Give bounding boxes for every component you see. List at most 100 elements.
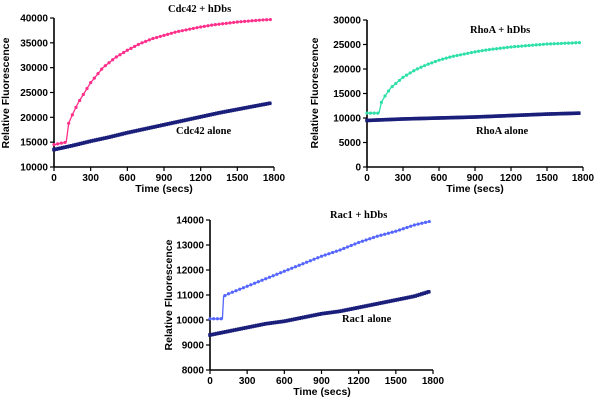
data-point bbox=[151, 125, 155, 129]
data-point bbox=[61, 145, 65, 150]
data-point bbox=[252, 104, 256, 108]
data-point bbox=[70, 113, 74, 117]
x-axis-title: Time (secs) bbox=[446, 183, 504, 195]
y-tick-label: 10000 bbox=[333, 114, 361, 125]
data-point bbox=[164, 122, 168, 127]
data-point bbox=[210, 112, 215, 117]
data-point bbox=[397, 78, 401, 83]
data-point bbox=[447, 115, 451, 120]
x-tick-label: 1800 bbox=[572, 173, 595, 184]
data-point bbox=[261, 18, 265, 22]
data-point bbox=[92, 76, 96, 80]
data-point bbox=[420, 292, 424, 296]
x-tick-label: 1200 bbox=[190, 173, 213, 184]
y-tick-label: 15000 bbox=[20, 138, 48, 149]
data-point bbox=[487, 47, 491, 52]
data-point bbox=[210, 332, 215, 337]
x-tick-label: 300 bbox=[395, 173, 412, 184]
data-point bbox=[195, 26, 199, 30]
data-point bbox=[94, 138, 98, 142]
data-point bbox=[412, 223, 417, 227]
data-point bbox=[67, 121, 71, 125]
data-point bbox=[378, 118, 382, 122]
data-point bbox=[335, 309, 339, 314]
data-point bbox=[230, 290, 234, 294]
data-point bbox=[520, 113, 525, 117]
data-point bbox=[453, 115, 458, 120]
data-point bbox=[226, 109, 230, 113]
data-point bbox=[180, 29, 184, 33]
data-point bbox=[238, 287, 242, 291]
data-point bbox=[412, 69, 416, 73]
x-tick-label: 0 bbox=[364, 173, 370, 184]
data-point bbox=[408, 295, 413, 299]
data-point bbox=[369, 111, 373, 115]
data-point bbox=[184, 118, 188, 122]
data-point bbox=[175, 120, 179, 124]
data-point bbox=[570, 111, 574, 116]
data-point bbox=[74, 105, 78, 109]
series-line-rhoa-hdbs bbox=[367, 41, 581, 114]
x-tick-label: 1500 bbox=[385, 376, 408, 387]
data-point bbox=[509, 113, 514, 118]
data-point bbox=[272, 320, 277, 325]
data-point bbox=[561, 111, 566, 116]
data-point bbox=[96, 72, 100, 76]
data-point bbox=[146, 126, 151, 130]
data-point bbox=[397, 297, 402, 302]
data-point bbox=[254, 18, 258, 23]
data-point bbox=[125, 48, 129, 52]
data-point bbox=[295, 316, 299, 321]
data-point bbox=[107, 61, 111, 65]
data-point bbox=[416, 222, 420, 226]
data-point bbox=[184, 28, 188, 32]
data-point bbox=[249, 283, 253, 287]
data-point bbox=[243, 106, 248, 110]
data-point bbox=[120, 132, 124, 136]
data-point bbox=[253, 281, 257, 285]
data-point bbox=[408, 71, 412, 75]
data-point bbox=[567, 41, 571, 45]
x-tick-label: 600 bbox=[276, 376, 293, 387]
data-point bbox=[188, 27, 192, 31]
data-point bbox=[345, 245, 350, 249]
data-point bbox=[427, 219, 431, 224]
data-point bbox=[323, 253, 327, 257]
data-point bbox=[223, 330, 228, 334]
data-point bbox=[265, 101, 270, 106]
data-point bbox=[89, 139, 94, 143]
y-tick-label: 35000 bbox=[20, 38, 48, 49]
data-point bbox=[383, 94, 387, 98]
data-point bbox=[248, 325, 252, 329]
data-point bbox=[337, 309, 342, 314]
data-point bbox=[286, 318, 290, 323]
data-point bbox=[424, 290, 429, 295]
data-point bbox=[210, 23, 214, 27]
x-tick-label: 1500 bbox=[536, 173, 559, 184]
data-point bbox=[252, 324, 257, 328]
data-point bbox=[330, 310, 335, 315]
data-point bbox=[206, 24, 210, 28]
data-point bbox=[221, 110, 226, 114]
x-axis-title: Time (secs) bbox=[135, 183, 193, 195]
data-point bbox=[557, 111, 562, 116]
x-tick-label: 1800 bbox=[422, 376, 445, 387]
data-point bbox=[260, 278, 264, 282]
data-point bbox=[217, 111, 221, 115]
data-point bbox=[219, 110, 223, 115]
data-point bbox=[477, 49, 481, 53]
data-point bbox=[518, 113, 523, 117]
data-point bbox=[96, 137, 100, 142]
data-point bbox=[346, 307, 351, 312]
data-point bbox=[538, 42, 542, 47]
data-point bbox=[78, 141, 83, 146]
data-point bbox=[348, 307, 353, 311]
data-point bbox=[448, 55, 452, 59]
data-point bbox=[168, 121, 173, 126]
data-point bbox=[434, 116, 438, 120]
data-point bbox=[367, 118, 371, 123]
data-point bbox=[118, 53, 122, 57]
y-tick-label: 5000 bbox=[339, 138, 362, 149]
data-point bbox=[444, 56, 448, 60]
data-point bbox=[239, 20, 243, 24]
